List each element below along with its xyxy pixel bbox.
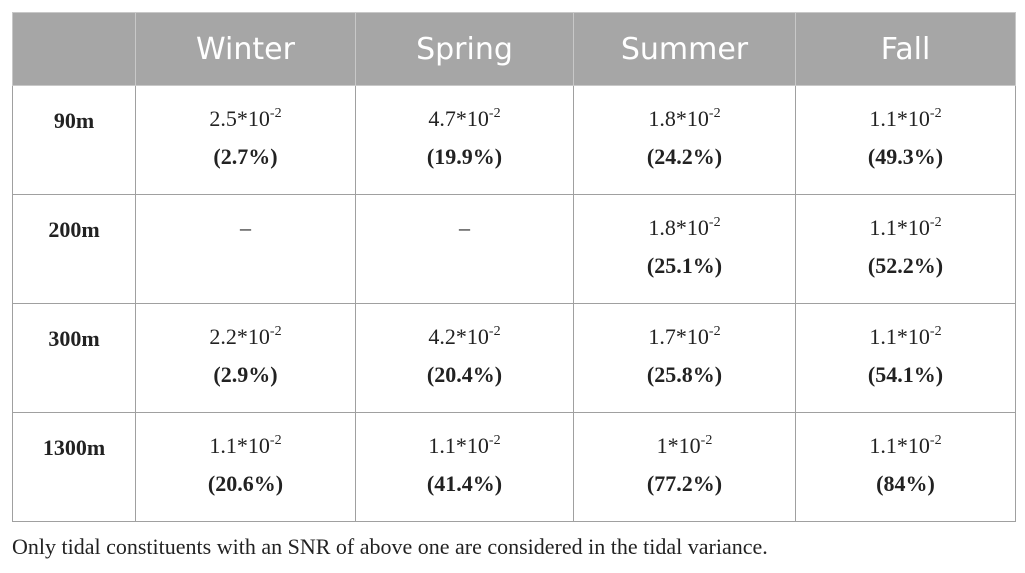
cell-percentage: (25.1%) <box>646 253 723 278</box>
header-row: Winter Spring Summer Fall <box>12 12 1016 86</box>
column-header: Spring <box>355 12 574 86</box>
cell-percentage: (2.7%) <box>213 144 278 169</box>
value-exponent: -2 <box>269 433 282 448</box>
table-cell: 1.1*10-2 (41.4%) <box>355 412 574 522</box>
cell-percentage: (2.9%) <box>213 362 278 387</box>
cell-value: 4.7*10-2 <box>356 106 573 132</box>
value-base: 1.1*10 <box>869 433 930 458</box>
table-row: 90m 2.5*10-2 (2.7%) 4.7*10-2 (19.9%) 1.8*10-2… <box>12 85 1016 195</box>
table-cell: – <box>355 194 574 304</box>
value-exponent: -2 <box>708 324 721 339</box>
row-label: 1300m <box>12 412 136 522</box>
value-exponent: -2 <box>929 433 942 448</box>
cell-percentage: (54.1%) <box>867 362 944 387</box>
cell-value: 1.8*10-2 <box>574 106 795 132</box>
table-cell: 1*10-2 (77.2%) <box>573 412 796 522</box>
value-exponent: -2 <box>929 106 942 121</box>
value-exponent: -2 <box>929 215 942 230</box>
cell-value: 2.2*10-2 <box>136 324 355 350</box>
table-row: 300m 2.2*10-2 (2.9%) 4.2*10-2 (20.4%) 1.7*10-… <box>12 303 1016 413</box>
cell-value: 1*10-2 <box>574 433 795 459</box>
cell-text: – <box>459 215 470 240</box>
table-cell: 1.8*10-2 (24.2%) <box>573 85 796 195</box>
table-cell: 1.1*10-2 (54.1%) <box>795 303 1016 413</box>
table-cell: 1.8*10-2 (25.1%) <box>573 194 796 304</box>
table-row: 1300m 1.1*10-2 (20.6%) 1.1*10-2 (41.4%) 1*10-… <box>12 412 1016 522</box>
cell-value: 1.1*10-2 <box>796 324 1015 350</box>
row-label: 300m <box>12 303 136 413</box>
value-exponent: -2 <box>269 106 282 121</box>
cell-percentage: (19.9%) <box>426 144 503 169</box>
table-cell: 1.1*10-2 (49.3%) <box>795 85 1016 195</box>
cell-value: 1.1*10-2 <box>796 106 1015 132</box>
value-base: 1.1*10 <box>869 215 930 240</box>
value-exponent: -2 <box>488 324 501 339</box>
column-header: Summer <box>573 12 796 86</box>
cell-value: 1.8*10-2 <box>574 215 795 241</box>
value-base: 2.5*10 <box>209 106 270 131</box>
cell-percentage: (41.4%) <box>426 471 503 496</box>
value-base: 4.2*10 <box>428 324 489 349</box>
column-header: Winter <box>135 12 356 86</box>
table-cell: – <box>135 194 356 304</box>
value-exponent: -2 <box>488 433 501 448</box>
cell-value: 1.1*10-2 <box>796 433 1015 459</box>
value-base: 1.1*10 <box>869 106 930 131</box>
table-body: 90m 2.5*10-2 (2.7%) 4.7*10-2 (19.9%) 1.8*10-2… <box>12 85 1016 522</box>
cell-percentage: (25.8%) <box>646 362 723 387</box>
value-base: 2.2*10 <box>209 324 270 349</box>
value-exponent: -2 <box>488 106 501 121</box>
cell-value: 1.1*10-2 <box>796 215 1015 241</box>
cell-value: 1.7*10-2 <box>574 324 795 350</box>
value-base: 1*10 <box>656 433 701 458</box>
value-exponent: -2 <box>708 106 721 121</box>
table-cell: 1.1*10-2 (20.6%) <box>135 412 356 522</box>
cell-percentage: (20.6%) <box>207 471 284 496</box>
cell-value: 1.1*10-2 <box>356 433 573 459</box>
data-table: Winter Spring Summer Fall 90m 2.5*10-2 (2.7%)… <box>12 12 1016 522</box>
table-cell: 4.7*10-2 (19.9%) <box>355 85 574 195</box>
row-label: 200m <box>12 194 136 304</box>
cell-percentage: (24.2%) <box>646 144 723 169</box>
table-row: 200m – –1.8*10-2 (25.1%) 1.1*10-2 (52.2%) <box>12 194 1016 304</box>
table-cell: 2.2*10-2 (2.9%) <box>135 303 356 413</box>
cell-percentage: (77.2%) <box>646 471 723 496</box>
corner-cell <box>12 12 136 86</box>
value-base: 1.1*10 <box>209 433 270 458</box>
table-cell: 1.1*10-2 (84%) <box>795 412 1016 522</box>
cell-value: 4.2*10-2 <box>356 324 573 350</box>
cell-value: 1.1*10-2 <box>136 433 355 459</box>
row-label: 90m <box>12 85 136 195</box>
value-base: 1.8*10 <box>648 215 709 240</box>
cell-percentage: (84%) <box>876 471 935 496</box>
value-base: 1.1*10 <box>428 433 489 458</box>
value-exponent: -2 <box>269 324 282 339</box>
cell-percentage: (52.2%) <box>867 253 944 278</box>
footnote: Only tidal constituents with an SNR of a… <box>12 534 768 559</box>
value-base: 1.8*10 <box>648 106 709 131</box>
cell-percentage: (49.3%) <box>867 144 944 169</box>
cell-value: 2.5*10-2 <box>136 106 355 132</box>
value-exponent: -2 <box>700 433 713 448</box>
table-cell: 2.5*10-2 (2.7%) <box>135 85 356 195</box>
cell-text: – <box>240 215 251 240</box>
table-cell: 1.7*10-2 (25.8%) <box>573 303 796 413</box>
column-header: Fall <box>795 12 1016 86</box>
value-exponent: -2 <box>708 215 721 230</box>
value-base: 4.7*10 <box>428 106 489 131</box>
cell-percentage: (20.4%) <box>426 362 503 387</box>
value-exponent: -2 <box>929 324 942 339</box>
table-cell: 4.2*10-2 (20.4%) <box>355 303 574 413</box>
value-base: 1.1*10 <box>869 324 930 349</box>
value-base: 1.7*10 <box>648 324 709 349</box>
table-cell: 1.1*10-2 (52.2%) <box>795 194 1016 304</box>
